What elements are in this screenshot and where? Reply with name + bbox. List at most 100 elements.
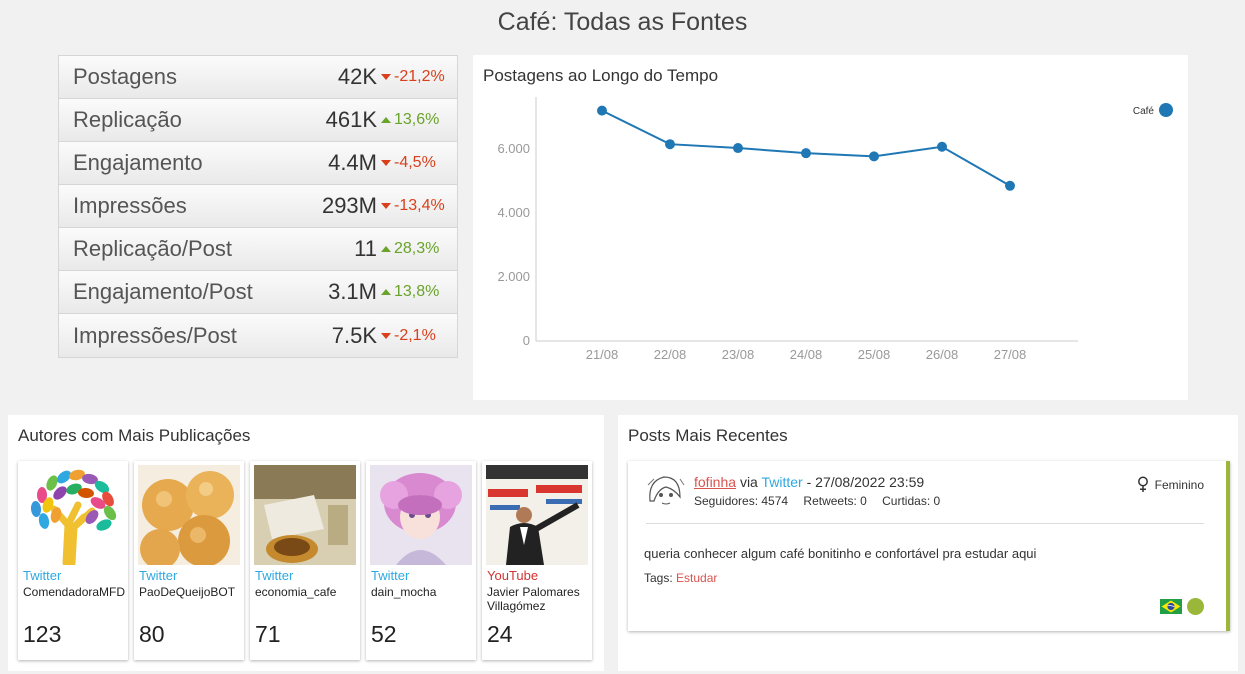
metric-row: Postagens 42K -21,2% (59, 56, 457, 99)
triangle-down-icon (381, 332, 391, 339)
female-icon (1137, 476, 1148, 492)
post-tags-label: Tags: (644, 571, 673, 585)
legend-marker (1159, 103, 1173, 117)
author-card[interactable]: Twitter ComendadoraMFD 123 (18, 461, 128, 660)
author-post-count: 52 (371, 621, 397, 647)
author-avatar[interactable] (22, 465, 124, 565)
metric-row: Impressões 293M -13,4% (59, 185, 457, 228)
metric-value: 4.4M (328, 150, 377, 175)
data-point (937, 141, 947, 152)
metric-label: Replicação/Post (73, 236, 232, 261)
line-chart: 0 2.000 4.000 6.000 21/08 22/08 23/08 24/08 25/0… (497, 97, 1173, 362)
brazil-flag-icon (1160, 599, 1182, 614)
triangle-up-icon (381, 246, 391, 252)
author-name[interactable]: PaoDeQueijoBOT (139, 585, 236, 599)
post-stats: Seguidores: 4574 Retweets: 0 Curtidas: 0 (694, 494, 952, 508)
posts-title: Posts Mais Recentes (628, 426, 788, 445)
x-tick-label: 21/08 (586, 347, 619, 362)
post-avatar[interactable] (644, 471, 686, 513)
triangle-up-icon (381, 289, 391, 295)
metric-change-value: -13,4% (394, 197, 445, 214)
author-avatar[interactable] (370, 465, 472, 565)
author-card[interactable]: Twitter dain_mocha 52 (366, 461, 476, 660)
post-likes: Curtidas: 0 (882, 494, 941, 508)
data-point (665, 139, 675, 150)
triangle-down-icon (381, 203, 391, 209)
x-tick-label: 22/08 (654, 347, 687, 362)
metric-value: 3.1M (328, 279, 377, 304)
author-card[interactable]: YouTube Javier Palomares Villagómez 24 (482, 461, 592, 660)
metric-change: -21,2% (381, 68, 447, 86)
author-post-count: 24 (487, 621, 513, 647)
author-name[interactable]: dain_mocha (371, 585, 437, 599)
author-avatar[interactable] (254, 465, 356, 565)
metric-label: Replicação (73, 107, 182, 132)
author-avatar[interactable] (486, 465, 588, 565)
metric-change-value: -2,1% (394, 326, 436, 344)
metric-label: Impressões/Post (73, 322, 237, 348)
post-text: queria conhecer algum café bonitinho e c… (644, 546, 1037, 561)
x-tick-label: 26/08 (926, 347, 959, 362)
x-tick-label: 24/08 (790, 347, 823, 362)
sentiment-indicator (1187, 598, 1204, 615)
triangle-down-icon (381, 74, 391, 80)
author-post-count: 123 (23, 621, 62, 647)
top-authors-panel: Autores com Mais Publicações Twitter Come… (8, 415, 604, 671)
author-post-count: 71 (255, 621, 281, 647)
chart-panel: Postagens ao Longo do Tempo 0 2.000 4.000 6… (473, 55, 1188, 400)
data-point (801, 148, 811, 159)
metric-label: Engajamento (73, 150, 203, 175)
post-retweets: Retweets: 0 (803, 494, 867, 508)
recent-posts-panel: Posts Mais Recentes fofinha via Twitter … (618, 415, 1238, 671)
metric-change: 13,8% (381, 283, 447, 301)
metric-value: 293M (321, 193, 377, 218)
page-title: Café: Todas as Fontes (497, 8, 748, 36)
metric-change-value: 13,8% (394, 283, 440, 300)
authors-title: Autores com Mais Publicações (18, 426, 251, 445)
post-author-link[interactable]: fofinha (694, 474, 737, 490)
metric-change-value: -21,2% (394, 68, 445, 85)
author-card[interactable]: Twitter economia_cafe 71 (250, 461, 360, 660)
metric-value: 42K (337, 64, 377, 89)
post-divider (646, 523, 1204, 524)
data-point (869, 151, 879, 162)
post-source-link[interactable]: Twitter (761, 474, 803, 490)
metric-change: 28,3% (381, 240, 447, 258)
author-post-count: 80 (139, 621, 165, 647)
author-source: YouTube (487, 568, 539, 583)
post-followers: Seguidores: 4574 (694, 494, 789, 508)
metric-change: -4,5% (381, 154, 447, 172)
data-point (1005, 180, 1015, 191)
data-point (597, 105, 607, 116)
metric-row: Impressões/Post 7.5K -2,1% (59, 314, 457, 357)
y-tick-label: 0 (523, 333, 530, 348)
author-source: Twitter (139, 568, 178, 583)
chart-title: Postagens ao Longo do Tempo (483, 66, 719, 85)
x-tick-label: 25/08 (858, 347, 891, 362)
y-tick-label: 2.000 (497, 269, 530, 284)
post-tag[interactable]: Estudar (676, 571, 718, 585)
author-avatar[interactable] (138, 465, 240, 565)
metric-row: Replicação 461K 13,6% (59, 99, 457, 142)
metric-row: Engajamento/Post 3.1M 13,8% (59, 271, 457, 314)
author-card[interactable]: Twitter PaoDeQueijoBOT 80 (134, 461, 244, 660)
metric-change-value: -4,5% (394, 154, 436, 171)
metric-change-value: 28,3% (394, 240, 440, 257)
metric-change: -2,1% (381, 327, 447, 345)
post-via-label: via (739, 474, 758, 490)
metric-label: Postagens (73, 64, 177, 89)
author-name[interactable]: Javier Palomares Villagómez (487, 585, 580, 613)
metric-change: -13,4% (381, 197, 447, 215)
author-source: Twitter (255, 568, 294, 583)
author-name[interactable]: economia_cafe (255, 585, 337, 599)
post-gender-label: Feminino (1154, 477, 1204, 492)
post-card[interactable]: fofinha via Twitter - 27/08/2022 23:59 S… (628, 461, 1230, 631)
metrics-table: Postagens 42K -21,2% Replicação 461K 13,6% Eng… (58, 55, 458, 358)
author-name[interactable]: ComendadoraMFD (23, 585, 126, 599)
metric-change: 13,6% (381, 111, 447, 129)
x-tick-label: 23/08 (722, 347, 755, 362)
author-source: Twitter (371, 568, 410, 583)
author-source: Twitter (23, 568, 62, 583)
post-tags: Tags: Estudar (644, 571, 717, 585)
post-header: fofinha via Twitter - 27/08/2022 23:59 (694, 474, 924, 490)
